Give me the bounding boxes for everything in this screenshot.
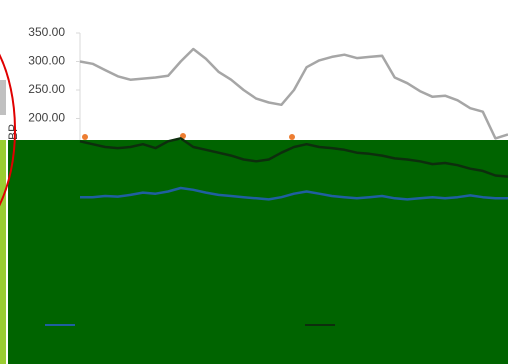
marker [82, 134, 88, 140]
overlay-panel [8, 140, 508, 364]
side-strip [0, 80, 6, 115]
series-line [79, 137, 508, 178]
y-tick-label: 200.00 [28, 111, 65, 125]
highlight-circle [0, 53, 16, 207]
marker [289, 134, 295, 140]
y-axis-label: BP [6, 124, 20, 140]
y-tick-label: 250.00 [28, 82, 65, 96]
series-line [79, 47, 508, 140]
y-tick-label: 350.00 [28, 25, 65, 39]
over-layer [45, 133, 508, 326]
series-line [80, 186, 508, 201]
y-tick-label: 300.00 [28, 54, 65, 68]
side-strip [0, 140, 6, 364]
